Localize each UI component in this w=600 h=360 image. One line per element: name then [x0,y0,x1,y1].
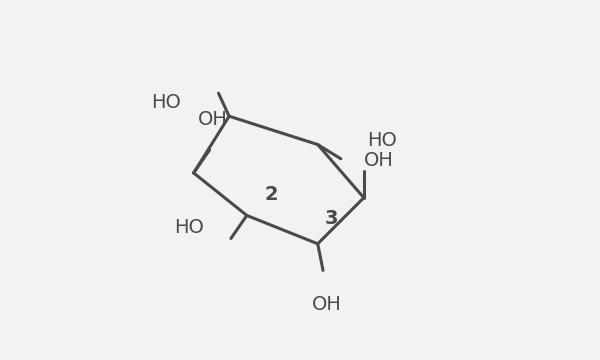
Text: HO: HO [175,219,204,237]
Text: OH: OH [198,109,228,129]
Text: HO: HO [151,93,181,112]
Text: HO: HO [367,131,397,150]
Text: OH: OH [364,151,394,170]
Text: OH: OH [311,295,341,314]
Text: 2: 2 [265,185,278,204]
Text: 3: 3 [325,210,338,229]
